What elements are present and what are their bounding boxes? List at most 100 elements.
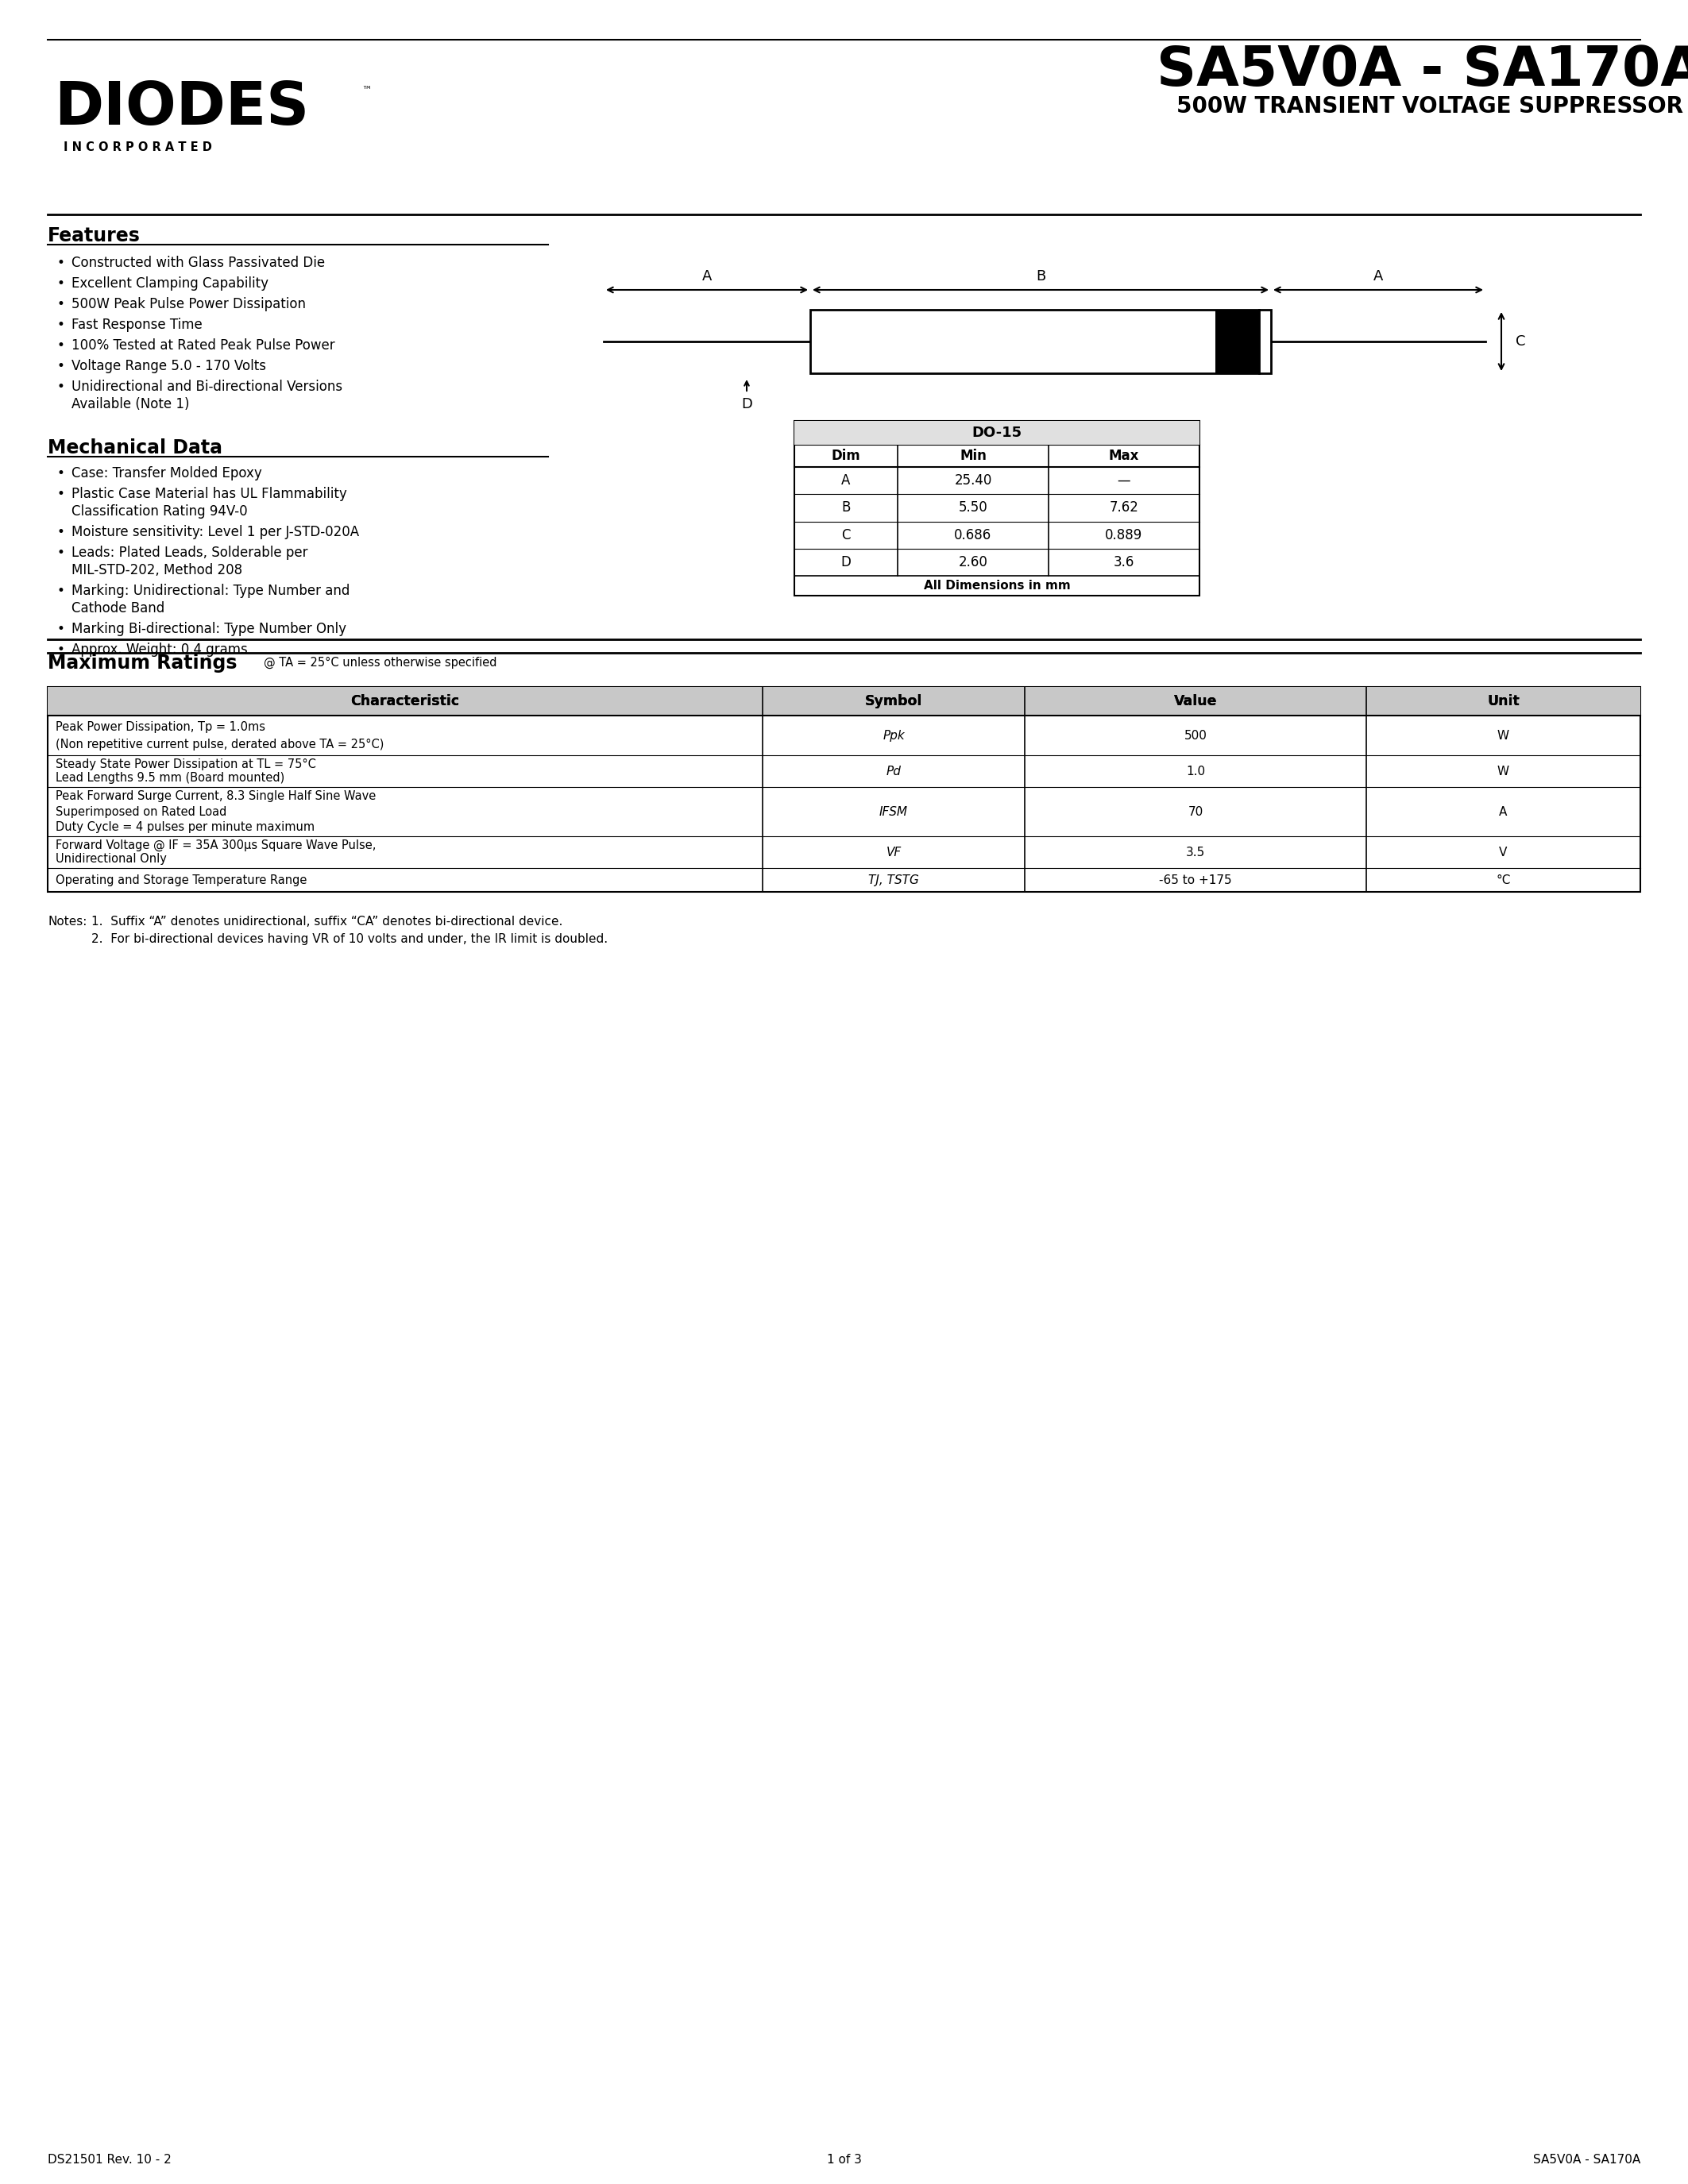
Text: Plastic Case Material has UL Flammability: Plastic Case Material has UL Flammabilit… <box>71 487 348 500</box>
Text: DO-15: DO-15 <box>972 426 1021 439</box>
Text: •: • <box>57 277 66 290</box>
Text: Peak Forward Surge Current, 8.3 Single Half Sine Wave: Peak Forward Surge Current, 8.3 Single H… <box>56 791 376 802</box>
Text: (Non repetitive current pulse, derated above TA = 25°C): (Non repetitive current pulse, derated a… <box>56 738 383 749</box>
Text: Case: Transfer Molded Epoxy: Case: Transfer Molded Epoxy <box>71 465 262 480</box>
Text: 70: 70 <box>1188 806 1204 817</box>
Text: •: • <box>57 317 66 332</box>
Text: Notes:: Notes: <box>47 915 86 928</box>
Bar <box>47 688 1641 716</box>
Text: •: • <box>57 465 66 480</box>
Text: Unit: Unit <box>1487 695 1519 708</box>
Text: Superimposed on Rated Load: Superimposed on Rated Load <box>56 806 226 817</box>
Text: ™: ™ <box>361 85 371 96</box>
Text: Constructed with Glass Passivated Die: Constructed with Glass Passivated Die <box>71 256 326 271</box>
Text: •: • <box>57 339 66 352</box>
Text: Value: Value <box>1173 695 1217 708</box>
Text: Mechanical Data: Mechanical Data <box>47 439 223 456</box>
Text: Forward Voltage @ IF = 35A 300μs Square Wave Pulse,: Forward Voltage @ IF = 35A 300μs Square … <box>56 839 376 852</box>
Text: Min: Min <box>959 448 986 463</box>
Text: 0.889: 0.889 <box>1106 529 1143 542</box>
Text: •: • <box>57 546 66 559</box>
Text: Unidirectional and Bi-directional Versions: Unidirectional and Bi-directional Versio… <box>71 380 343 393</box>
Bar <box>47 688 1641 716</box>
Text: I N C O R P O R A T E D: I N C O R P O R A T E D <box>64 142 213 153</box>
Text: Max: Max <box>1109 448 1139 463</box>
Text: Excellent Clamping Capability: Excellent Clamping Capability <box>71 277 268 290</box>
Text: Ppk: Ppk <box>883 729 905 740</box>
Text: Unidirectional Only: Unidirectional Only <box>56 854 167 865</box>
Text: 500W TRANSIENT VOLTAGE SUPPRESSOR: 500W TRANSIENT VOLTAGE SUPPRESSOR <box>1177 96 1683 118</box>
Text: @ TA = 25°C unless otherwise specified: @ TA = 25°C unless otherwise specified <box>263 657 496 668</box>
Text: MIL-STD-202, Method 208: MIL-STD-202, Method 208 <box>71 563 243 577</box>
Text: 3.6: 3.6 <box>1114 555 1134 570</box>
Text: Leads: Plated Leads, Solderable per: Leads: Plated Leads, Solderable per <box>71 546 307 559</box>
Text: Maximum Ratings: Maximum Ratings <box>47 653 236 673</box>
Text: 3.5: 3.5 <box>1187 845 1205 858</box>
Text: Pd: Pd <box>886 764 901 778</box>
Text: Value: Value <box>1173 695 1217 708</box>
Text: 25.40: 25.40 <box>954 474 993 487</box>
Text: Moisture sensitivity: Level 1 per J-STD-020A: Moisture sensitivity: Level 1 per J-STD-… <box>71 524 360 539</box>
Text: •: • <box>57 487 66 500</box>
Text: A: A <box>1374 269 1382 284</box>
Text: 1.  Suffix “A” denotes unidirectional, suffix “CA” denotes bi-directional device: 1. Suffix “A” denotes unidirectional, su… <box>91 915 562 928</box>
Text: Peak Power Dissipation, Tp = 1.0ms: Peak Power Dissipation, Tp = 1.0ms <box>56 721 265 732</box>
Text: •: • <box>57 524 66 539</box>
Text: Features: Features <box>47 227 140 245</box>
Text: •: • <box>57 297 66 312</box>
Text: 100% Tested at Rated Peak Pulse Power: 100% Tested at Rated Peak Pulse Power <box>71 339 334 352</box>
Text: 7.62: 7.62 <box>1109 500 1139 515</box>
Text: -65 to +175: -65 to +175 <box>1160 874 1232 887</box>
Text: •: • <box>57 380 66 393</box>
Text: 500W Peak Pulse Power Dissipation: 500W Peak Pulse Power Dissipation <box>71 297 306 312</box>
Bar <box>810 310 1271 373</box>
Text: SA5V0A - SA170A: SA5V0A - SA170A <box>1156 44 1688 96</box>
Text: Available (Note 1): Available (Note 1) <box>71 397 189 411</box>
Text: A: A <box>702 269 712 284</box>
Text: Voltage Range 5.0 - 170 Volts: Voltage Range 5.0 - 170 Volts <box>71 358 267 373</box>
Text: Unit: Unit <box>1487 695 1519 708</box>
Bar <box>47 688 1641 891</box>
Text: SA5V0A - SA170A: SA5V0A - SA170A <box>1533 2153 1641 2167</box>
Text: D: D <box>841 555 851 570</box>
Text: Dim: Dim <box>832 448 861 463</box>
Text: Duty Cycle = 4 pulses per minute maximum: Duty Cycle = 4 pulses per minute maximum <box>56 821 314 834</box>
Text: Cathode Band: Cathode Band <box>71 601 165 616</box>
Text: •: • <box>57 256 66 271</box>
Text: Characteristic: Characteristic <box>351 695 459 708</box>
Text: Symbol: Symbol <box>864 695 922 708</box>
Text: •: • <box>57 358 66 373</box>
Text: C: C <box>841 529 851 542</box>
Text: •: • <box>57 622 66 636</box>
Text: 0.686: 0.686 <box>954 529 993 542</box>
Text: Fast Response Time: Fast Response Time <box>71 317 203 332</box>
Text: B: B <box>1036 269 1045 284</box>
Text: DS21501 Rev. 10 - 2: DS21501 Rev. 10 - 2 <box>47 2153 172 2167</box>
Bar <box>795 422 1200 596</box>
Text: V: V <box>1499 845 1507 858</box>
Text: A: A <box>1499 806 1507 817</box>
Text: 1 of 3: 1 of 3 <box>827 2153 861 2167</box>
Text: Operating and Storage Temperature Range: Operating and Storage Temperature Range <box>56 874 307 887</box>
Text: Lead Lengths 9.5 mm (Board mounted): Lead Lengths 9.5 mm (Board mounted) <box>56 773 285 784</box>
Text: 2.60: 2.60 <box>959 555 987 570</box>
Text: •: • <box>57 583 66 598</box>
Text: A: A <box>841 474 851 487</box>
Text: Characteristic: Characteristic <box>351 695 459 708</box>
Text: TJ, TSTG: TJ, TSTG <box>868 874 918 887</box>
Text: •: • <box>57 642 66 657</box>
Text: IFSM: IFSM <box>879 806 908 817</box>
Text: °C: °C <box>1496 874 1511 887</box>
Text: All Dimensions in mm: All Dimensions in mm <box>923 579 1070 592</box>
Text: Approx. Weight: 0.4 grams: Approx. Weight: 0.4 grams <box>71 642 248 657</box>
Text: VF: VF <box>886 845 901 858</box>
Text: 5.50: 5.50 <box>959 500 987 515</box>
Text: Marking: Unidirectional: Type Number and: Marking: Unidirectional: Type Number and <box>71 583 349 598</box>
Text: C: C <box>1516 334 1526 349</box>
Text: Classification Rating 94V-0: Classification Rating 94V-0 <box>71 505 248 518</box>
Text: Marking Bi-directional: Type Number Only: Marking Bi-directional: Type Number Only <box>71 622 346 636</box>
Bar <box>795 422 1200 446</box>
Text: Symbol: Symbol <box>864 695 922 708</box>
Text: 2.  For bi-directional devices having VR of 10 volts and under, the IR limit is : 2. For bi-directional devices having VR … <box>91 933 608 946</box>
Text: —: — <box>1117 474 1131 487</box>
